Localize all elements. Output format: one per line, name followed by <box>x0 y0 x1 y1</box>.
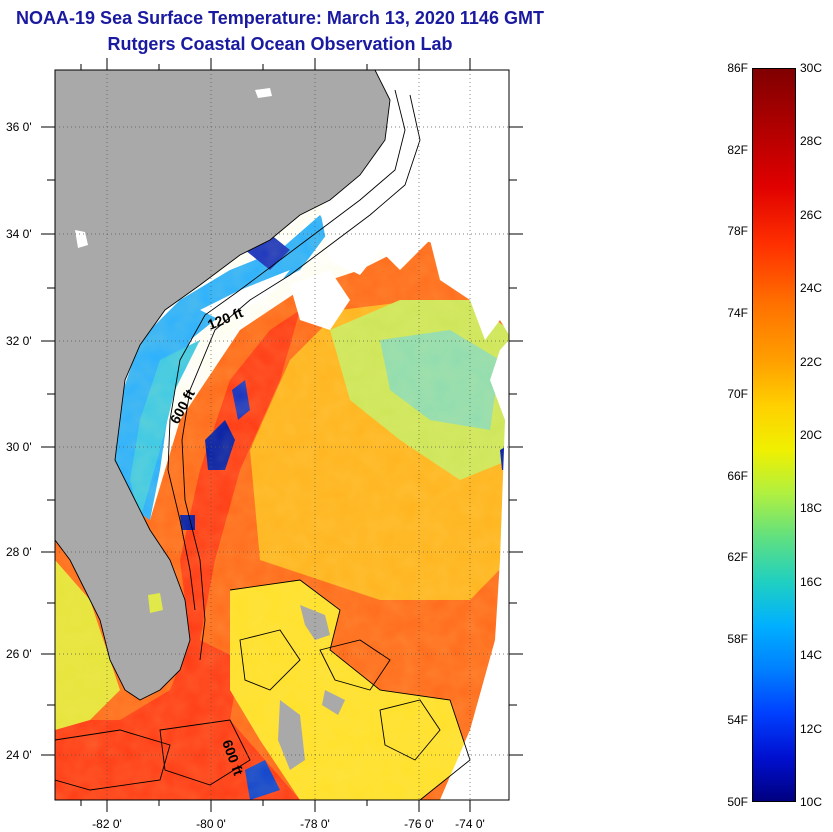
lat-label: 26 0' <box>6 647 32 661</box>
bathymetry-contours <box>55 70 471 800</box>
map-frame <box>54 69 510 801</box>
land-small-islands <box>322 690 345 715</box>
colorbar-fahrenheit-label: 58F <box>727 631 748 646</box>
colorbar-celsius-label: 20C <box>800 428 823 442</box>
lat-label: 32 0' <box>6 334 32 348</box>
no-data-offshore-north <box>290 270 350 330</box>
map-subtitle: Rutgers Coastal Ocean Observation Lab <box>107 34 453 54</box>
colorbar-celsius-label: 30C <box>800 61 823 75</box>
lon-label: -82 0' <box>92 817 122 831</box>
temperature-colorbar <box>752 68 796 802</box>
lake-2 <box>75 230 88 248</box>
colorbar-celsius-label: 18C <box>800 501 823 516</box>
colorbar-celsius-label: 16C <box>800 574 823 589</box>
graticule <box>55 70 509 800</box>
no-data-southeast <box>440 340 509 800</box>
colorbar-celsius-label: 10C <box>800 795 823 809</box>
lake-okeechobee <box>148 593 163 613</box>
lake-1 <box>255 88 272 98</box>
colorbar-fahrenheit-label: 54F <box>727 713 748 728</box>
colorbar-fahrenheit-label: 70F <box>727 387 748 402</box>
colorbar-celsius-label: 24C <box>800 281 823 296</box>
lat-label: 36 0' <box>6 120 32 134</box>
colorbar-celsius-label: 26C <box>800 207 823 222</box>
land-us-coast <box>55 70 390 700</box>
colorbar-fahrenheit-label: 50F <box>727 795 748 809</box>
no-data-coastal-gap <box>200 270 290 320</box>
colorbar-fahrenheit-label: 66F <box>727 468 748 483</box>
lon-label: -78 0' <box>300 817 330 831</box>
lat-label: 34 0' <box>6 227 32 241</box>
axis-ticks <box>41 58 523 812</box>
lon-label: -74 0' <box>455 817 485 831</box>
lat-label: 24 0' <box>6 748 32 762</box>
map-title: NOAA-19 Sea Surface Temperature: March 1… <box>16 8 544 28</box>
colorbar-fahrenheit-label: 74F <box>727 305 748 320</box>
colorbar-celsius-label: 28C <box>800 134 823 149</box>
colorbar-fahrenheit-label: 86F <box>727 61 748 75</box>
colorbar-fahrenheit-label: 78F <box>727 224 748 239</box>
colorbar-celsius-label: 22C <box>800 354 823 369</box>
colorbar-celsius-label: 14C <box>800 648 823 663</box>
colorbar-celsius-label: 12C <box>800 721 823 736</box>
lat-label: 28 0' <box>6 545 32 559</box>
lon-label: -76 0' <box>404 817 434 831</box>
colorbar-fahrenheit-label: 82F <box>727 142 748 157</box>
land-andros <box>278 700 305 770</box>
lon-label: -80 0' <box>196 817 226 831</box>
lat-label: 30 0' <box>6 440 32 454</box>
colorbar-fahrenheit-label: 62F <box>727 550 748 565</box>
